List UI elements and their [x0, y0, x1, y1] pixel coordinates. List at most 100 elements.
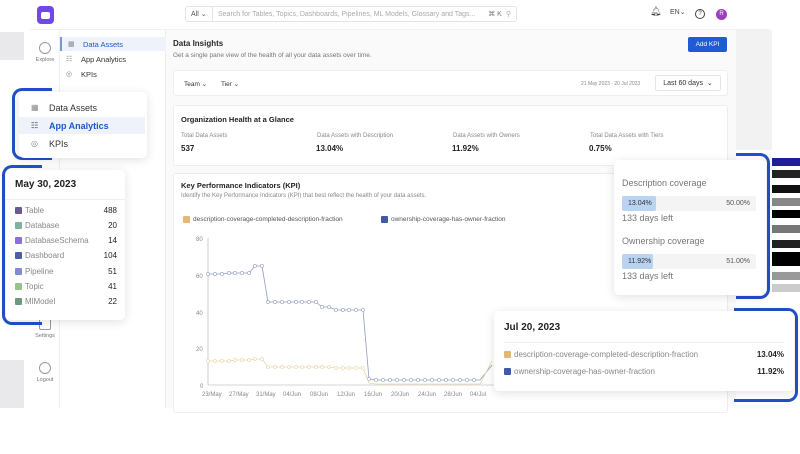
tooltip-row: ownership-coverage-has-owner-fraction: [504, 367, 655, 376]
search-input[interactable]: Search for Tables, Topics, Dashboards, P…: [218, 10, 476, 18]
coverage-current: 13.04%: [622, 196, 656, 211]
org-health-card: [173, 105, 728, 166]
background-block: [736, 30, 772, 150]
coverage-current: 11.92%: [622, 254, 653, 269]
tooltip-value: 13.04%: [756, 350, 784, 359]
legend-swatch: [15, 222, 22, 229]
stat-label: Data Assets with Description: [317, 133, 394, 139]
stat-value: 13.04%: [316, 144, 344, 153]
svg-text:28/Jun: 28/Jun: [444, 392, 462, 398]
legend-item[interactable]: description-coverage-completed-descripti…: [183, 216, 343, 223]
org-health-title: Organization Health at a Glance: [181, 115, 294, 124]
search-bar[interactable]: All ⌄ Search for Tables, Topics, Dashboa…: [185, 6, 517, 22]
data-assets-icon: ▦: [31, 103, 39, 112]
app-analytics-icon: ☷: [66, 56, 73, 63]
tooltip-value: 51: [108, 267, 117, 276]
decor-stripe: [772, 170, 800, 178]
svg-text:20/Jun: 20/Jun: [391, 392, 409, 398]
svg-text:04/Jun: 04/Jun: [283, 392, 301, 398]
legend-swatch: [381, 216, 388, 223]
top-bar: [30, 0, 770, 30]
tooltip-row: description-coverage-completed-descripti…: [504, 350, 698, 359]
tooltip-date: Jul 20, 2023: [504, 322, 561, 333]
kpi-description: Identify the Key Performance Indicators …: [181, 193, 427, 199]
legend-swatch: [183, 216, 190, 223]
svg-text:31/May: 31/May: [256, 392, 276, 398]
stat-label: Total Data Assets with Tiers: [590, 133, 664, 139]
filter-bar: Team ⌄ Tier ⌄ 21 May 2023 - 20 Jul 2023: [173, 70, 728, 96]
app-logo[interactable]: [37, 6, 54, 24]
highlight-frame: [12, 88, 52, 160]
kpi-icon: ◎: [31, 139, 38, 148]
add-kpi-button[interactable]: Add KPI: [688, 37, 727, 52]
menu-item-app-analytics[interactable]: ☷ App Analytics: [19, 117, 145, 134]
svg-text:40: 40: [196, 311, 203, 317]
kpi-icon: ◎: [66, 71, 73, 78]
app-analytics-icon: ☷: [31, 121, 39, 130]
insights-menu-popup: ▦ Data Assets ☷ App Analytics ◎ KPIs: [19, 92, 147, 158]
tooltip-value: 20: [108, 221, 117, 230]
days-left: 133 days left: [622, 271, 674, 281]
svg-text:80: 80: [196, 237, 203, 243]
legend-swatch: [15, 283, 22, 290]
tooltip-row: Topic: [15, 282, 44, 291]
tooltip-row: MlModel: [15, 297, 55, 306]
coverage-label: Description coverage: [622, 178, 707, 188]
tooltip-date: May 30, 2023: [15, 179, 77, 190]
kpi-line-chart[interactable]: 80 60 40 20 0 23/May 27/May 31/May 04/Jun 08/Jun…: [180, 230, 510, 400]
legend-swatch: [15, 298, 22, 305]
stat-value: 537: [181, 144, 195, 153]
bell-icon[interactable]: 🔔︎: [650, 6, 662, 16]
language-select[interactable]: EN⌄: [670, 9, 686, 16]
decor-stripe: [772, 198, 800, 206]
legend-item[interactable]: ownership-coverage-has-owner-fraction: [381, 216, 506, 223]
decor-stripe: [772, 210, 800, 218]
tooltip-value: 11.92%: [757, 367, 784, 376]
tier-filter[interactable]: Tier ⌄: [221, 81, 240, 88]
stat-value: 0.75%: [589, 144, 612, 153]
tooltip-row: Table: [15, 206, 44, 215]
stat-label: Data Assets with Owners: [453, 133, 520, 139]
search-scope-select[interactable]: All ⌄: [186, 7, 213, 21]
tooltip-row: Database: [15, 221, 59, 230]
tooltip-value: 14: [108, 236, 117, 245]
help-icon[interactable]: ?: [695, 9, 705, 19]
divider: [6, 199, 125, 200]
tooltip-value: 104: [103, 251, 117, 260]
nav-explore[interactable]: Explore: [30, 42, 60, 63]
background-block: [0, 360, 24, 408]
decor-stripe: [772, 240, 800, 248]
svg-text:60: 60: [196, 274, 203, 280]
svg-text:0: 0: [200, 384, 204, 390]
coverage-label: Ownership coverage: [622, 236, 705, 246]
nav-logout[interactable]: Logout: [30, 362, 60, 383]
svg-text:08/Jun: 08/Jun: [310, 392, 328, 398]
kpi-coverage-card: Description coverage 13.04% 50.00% 133 d…: [614, 160, 766, 295]
coverage-target: 51.00%: [726, 258, 750, 265]
highlight-frame: [734, 308, 798, 402]
menu-item-data-assets[interactable]: ▦ Data Assets: [31, 102, 98, 113]
stat-label: Total Data Assets: [181, 133, 228, 139]
team-filter[interactable]: Team ⌄: [184, 81, 208, 88]
tooltip-row: DatabaseSchema: [15, 236, 89, 245]
subnav-data-assets[interactable]: ▦ Data Assets: [60, 37, 166, 51]
legend-swatch: [15, 252, 22, 259]
svg-text:16/Jun: 16/Jun: [364, 392, 382, 398]
search-icon[interactable]: ⚲: [505, 11, 511, 18]
legend-swatch: [504, 368, 511, 375]
svg-text:12/Jun: 12/Jun: [337, 392, 355, 398]
days-left: 133 days left: [622, 213, 674, 223]
coverage-progress: 13.04% 50.00%: [622, 196, 756, 211]
decor-stripe: [772, 272, 800, 280]
menu-item-kpis[interactable]: ◎ KPIs: [31, 138, 69, 149]
avatar[interactable]: R: [716, 9, 727, 20]
period-select[interactable]: Last 60 days ⌄: [655, 75, 721, 91]
data-assets-icon: ▦: [68, 41, 75, 48]
tooltip-row: Dashboard: [15, 251, 64, 260]
subnav-kpis[interactable]: ◎ KPIs: [66, 69, 97, 79]
subnav-app-analytics[interactable]: ☷ App Analytics: [66, 54, 127, 64]
svg-text:20: 20: [196, 347, 203, 353]
svg-text:27/May: 27/May: [229, 392, 249, 398]
coverage-target: 50.00%: [726, 200, 750, 207]
legend-swatch: [504, 351, 511, 358]
